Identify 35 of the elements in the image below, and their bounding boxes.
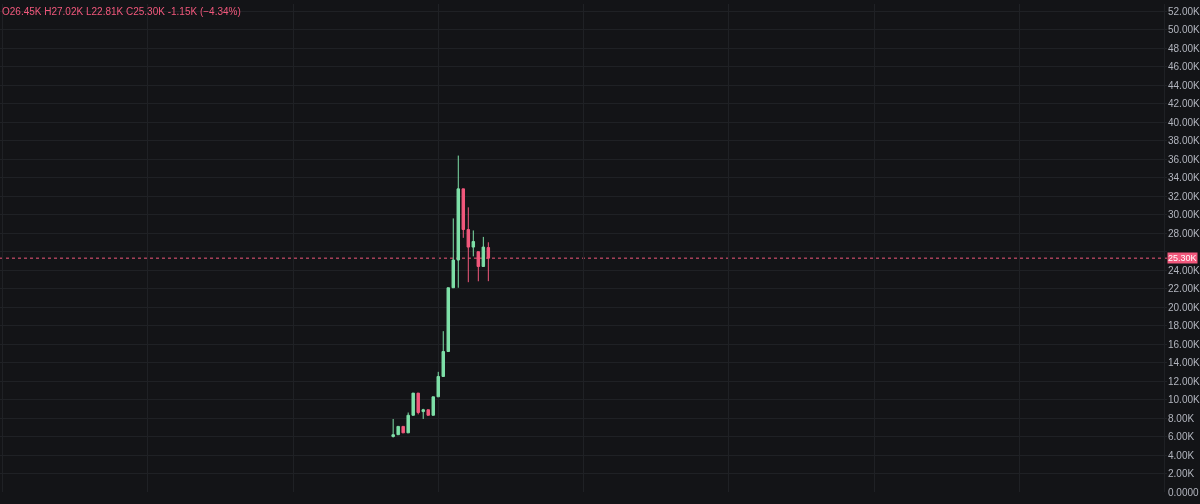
y-tick-label: 18.00K <box>1168 320 1200 332</box>
y-tick-label: 32.00K <box>1168 190 1200 202</box>
y-tick-label: 22.00K <box>1168 283 1200 295</box>
y-tick-label: 20.00K <box>1168 301 1200 313</box>
y-tick-label: 46.00K <box>1168 61 1200 73</box>
ref-line-label: 25.30K <box>1168 253 1197 263</box>
candlestick <box>421 408 425 420</box>
y-tick-label: 6.00K <box>1168 431 1195 443</box>
candlestick <box>426 409 430 416</box>
candlestick <box>486 241 491 282</box>
y-tick-label: 0.0000 <box>1168 486 1200 498</box>
candlestick <box>471 229 476 257</box>
candlestick <box>416 392 420 415</box>
y-tick-label: 4.00K <box>1168 449 1195 461</box>
y-tick-label: 50.00K <box>1168 24 1200 36</box>
y-tick-label: 16.00K <box>1168 338 1200 350</box>
y-tick-label: 28.00K <box>1168 227 1200 239</box>
y-tick-label: 42.00K <box>1168 98 1200 110</box>
y-tick-label: 24.00K <box>1168 264 1200 276</box>
y-tick-label: 2.00K <box>1168 468 1195 480</box>
y-tick-label: 36.00K <box>1168 153 1200 165</box>
y-tick-label: 44.00K <box>1168 79 1200 91</box>
candlestick <box>401 425 405 434</box>
y-tick-label: 38.00K <box>1168 135 1200 147</box>
candlestick <box>481 236 486 267</box>
y-tick-label: 52.00K <box>1168 5 1200 17</box>
y-tick-label: 12.00K <box>1168 375 1200 387</box>
y-tick-label: 30.00K <box>1168 209 1200 221</box>
y-tick-label: 8.00K <box>1168 412 1195 424</box>
y-tick-label: 14.00K <box>1168 357 1200 369</box>
y-tick-label: 34.00K <box>1168 172 1200 184</box>
y-tick-label: 48.00K <box>1168 42 1200 54</box>
y-tick-label: 40.00K <box>1168 116 1200 128</box>
annotation: O26.45K H27.02K L22.81K C25.30K -1.15K (−4.34%) <box>2 6 241 17</box>
y-tick-label: 10.00K <box>1168 394 1200 406</box>
